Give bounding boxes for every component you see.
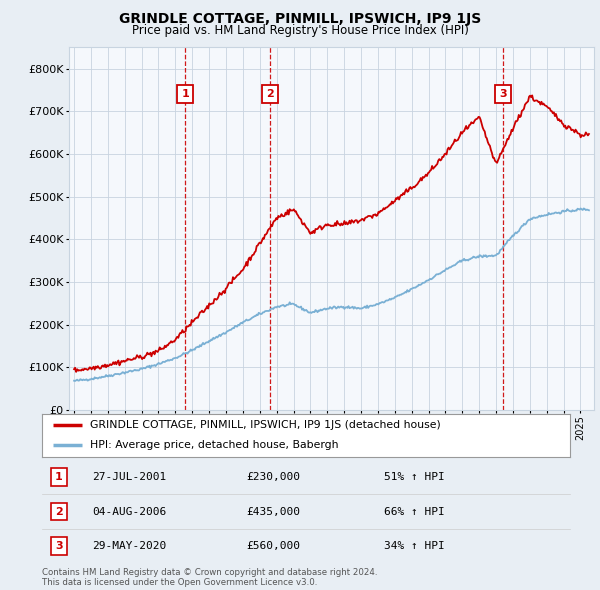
Text: 34% ↑ HPI: 34% ↑ HPI [384,541,445,550]
Text: GRINDLE COTTAGE, PINMILL, IPSWICH, IP9 1JS (detached house): GRINDLE COTTAGE, PINMILL, IPSWICH, IP9 1… [89,421,440,430]
Text: 2: 2 [55,507,62,516]
Text: £560,000: £560,000 [246,541,300,550]
Text: 2: 2 [266,89,274,99]
Text: HPI: Average price, detached house, Babergh: HPI: Average price, detached house, Babe… [89,440,338,450]
Text: 29-MAY-2020: 29-MAY-2020 [92,541,166,550]
Text: 3: 3 [499,89,507,99]
Text: Contains HM Land Registry data © Crown copyright and database right 2024.
This d: Contains HM Land Registry data © Crown c… [42,568,377,587]
Text: 27-JUL-2001: 27-JUL-2001 [92,473,166,482]
Text: 66% ↑ HPI: 66% ↑ HPI [384,507,445,516]
Text: 1: 1 [55,473,62,482]
Text: 3: 3 [55,541,62,550]
Text: GRINDLE COTTAGE, PINMILL, IPSWICH, IP9 1JS: GRINDLE COTTAGE, PINMILL, IPSWICH, IP9 1… [119,12,481,26]
Text: 04-AUG-2006: 04-AUG-2006 [92,507,166,516]
Text: 51% ↑ HPI: 51% ↑ HPI [384,473,445,482]
Text: £230,000: £230,000 [246,473,300,482]
Text: 1: 1 [181,89,189,99]
Text: £435,000: £435,000 [246,507,300,516]
Text: Price paid vs. HM Land Registry's House Price Index (HPI): Price paid vs. HM Land Registry's House … [131,24,469,37]
